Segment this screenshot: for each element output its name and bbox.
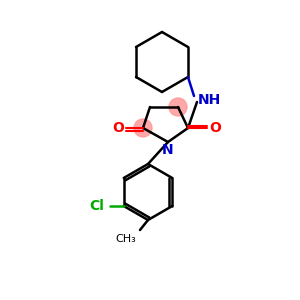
Circle shape — [169, 98, 187, 116]
Text: NH: NH — [198, 93, 221, 107]
Circle shape — [134, 119, 152, 137]
Text: CH₃: CH₃ — [115, 234, 136, 244]
Text: Cl: Cl — [89, 199, 104, 213]
Text: O: O — [112, 121, 124, 135]
Text: O: O — [209, 121, 221, 135]
Text: N: N — [162, 143, 174, 157]
